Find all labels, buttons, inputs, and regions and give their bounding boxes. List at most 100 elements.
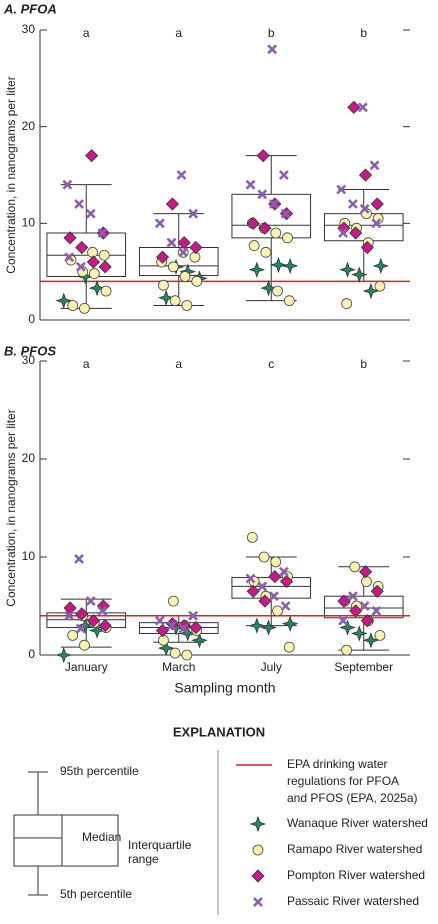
point (157, 289, 175, 306)
legend-label: Passaic River watershed (287, 894, 419, 908)
point (347, 100, 361, 114)
point (55, 292, 72, 309)
point (189, 620, 203, 635)
point (179, 271, 191, 282)
panel-title: B. PFOS (4, 343, 56, 358)
point (280, 208, 291, 219)
point (351, 266, 368, 283)
legend-label: Ramapo River watershed (287, 842, 422, 856)
point (260, 246, 272, 258)
point (63, 231, 77, 245)
point (270, 227, 282, 239)
point (272, 605, 283, 617)
point (166, 620, 177, 631)
point (281, 257, 299, 275)
point (349, 561, 361, 573)
y-tick-label: 30 (22, 353, 36, 367)
point (248, 240, 260, 251)
point (348, 591, 358, 602)
point (178, 247, 189, 258)
point (362, 632, 380, 649)
legend-label: Wanaque River watershed (287, 816, 428, 830)
point (67, 630, 79, 641)
y-tick-label: 0 (28, 647, 35, 661)
point (179, 625, 196, 642)
point (260, 279, 277, 297)
point (74, 199, 84, 209)
point (374, 630, 386, 641)
x-tick-label: January (65, 660, 108, 674)
point (278, 170, 289, 180)
point (283, 295, 295, 307)
y-tick-label: 30 (22, 22, 36, 36)
y-tick-label: 20 (22, 451, 36, 465)
point (178, 623, 189, 634)
box (138, 247, 219, 277)
x-tick-label: July (261, 660, 282, 674)
point (269, 199, 279, 209)
point (189, 251, 201, 263)
point (257, 581, 268, 592)
point (188, 610, 199, 621)
point (88, 622, 106, 639)
point (74, 554, 84, 564)
point (357, 102, 368, 113)
point (98, 260, 112, 274)
key-label: 95th percentile (60, 764, 139, 778)
legend-marker (253, 897, 263, 907)
point (98, 619, 112, 633)
point (341, 644, 353, 656)
group-label: a (83, 26, 90, 40)
box-key (13, 771, 119, 896)
point (362, 282, 380, 300)
y-tick-label: 10 (22, 216, 36, 230)
key-label: range (128, 852, 159, 866)
point (100, 285, 112, 297)
point (374, 280, 386, 292)
point (97, 605, 108, 616)
point (270, 556, 282, 568)
point (176, 170, 187, 180)
point (85, 596, 96, 607)
point (267, 44, 278, 55)
legend-marker (249, 815, 267, 833)
legend-label: EPA drinking water (287, 757, 388, 771)
group-label: a (83, 357, 90, 371)
point (359, 203, 370, 214)
point (87, 246, 98, 258)
group-label: b (360, 357, 367, 371)
point (370, 584, 384, 598)
point (166, 237, 177, 248)
point (339, 619, 356, 636)
key-label: Interquartile (128, 838, 192, 852)
point (372, 257, 390, 275)
x-tick-label: September (334, 660, 393, 674)
point (97, 228, 108, 238)
point (55, 646, 72, 664)
point (245, 573, 256, 584)
point (280, 601, 291, 611)
point (79, 302, 90, 314)
point (88, 268, 100, 280)
point (246, 584, 260, 598)
key-label: Median (82, 830, 121, 844)
point (246, 532, 258, 543)
point (98, 249, 110, 261)
point (371, 605, 382, 616)
legend-marker (252, 844, 264, 856)
point (283, 641, 295, 653)
point (258, 221, 272, 235)
point (257, 189, 268, 200)
point (165, 197, 180, 211)
point (351, 625, 368, 642)
point (191, 275, 203, 287)
point (336, 184, 347, 195)
point (181, 649, 193, 661)
point (338, 228, 348, 238)
point (279, 574, 294, 589)
group-label: b (268, 26, 275, 40)
point (188, 208, 199, 219)
point (177, 619, 191, 633)
point (371, 218, 382, 229)
